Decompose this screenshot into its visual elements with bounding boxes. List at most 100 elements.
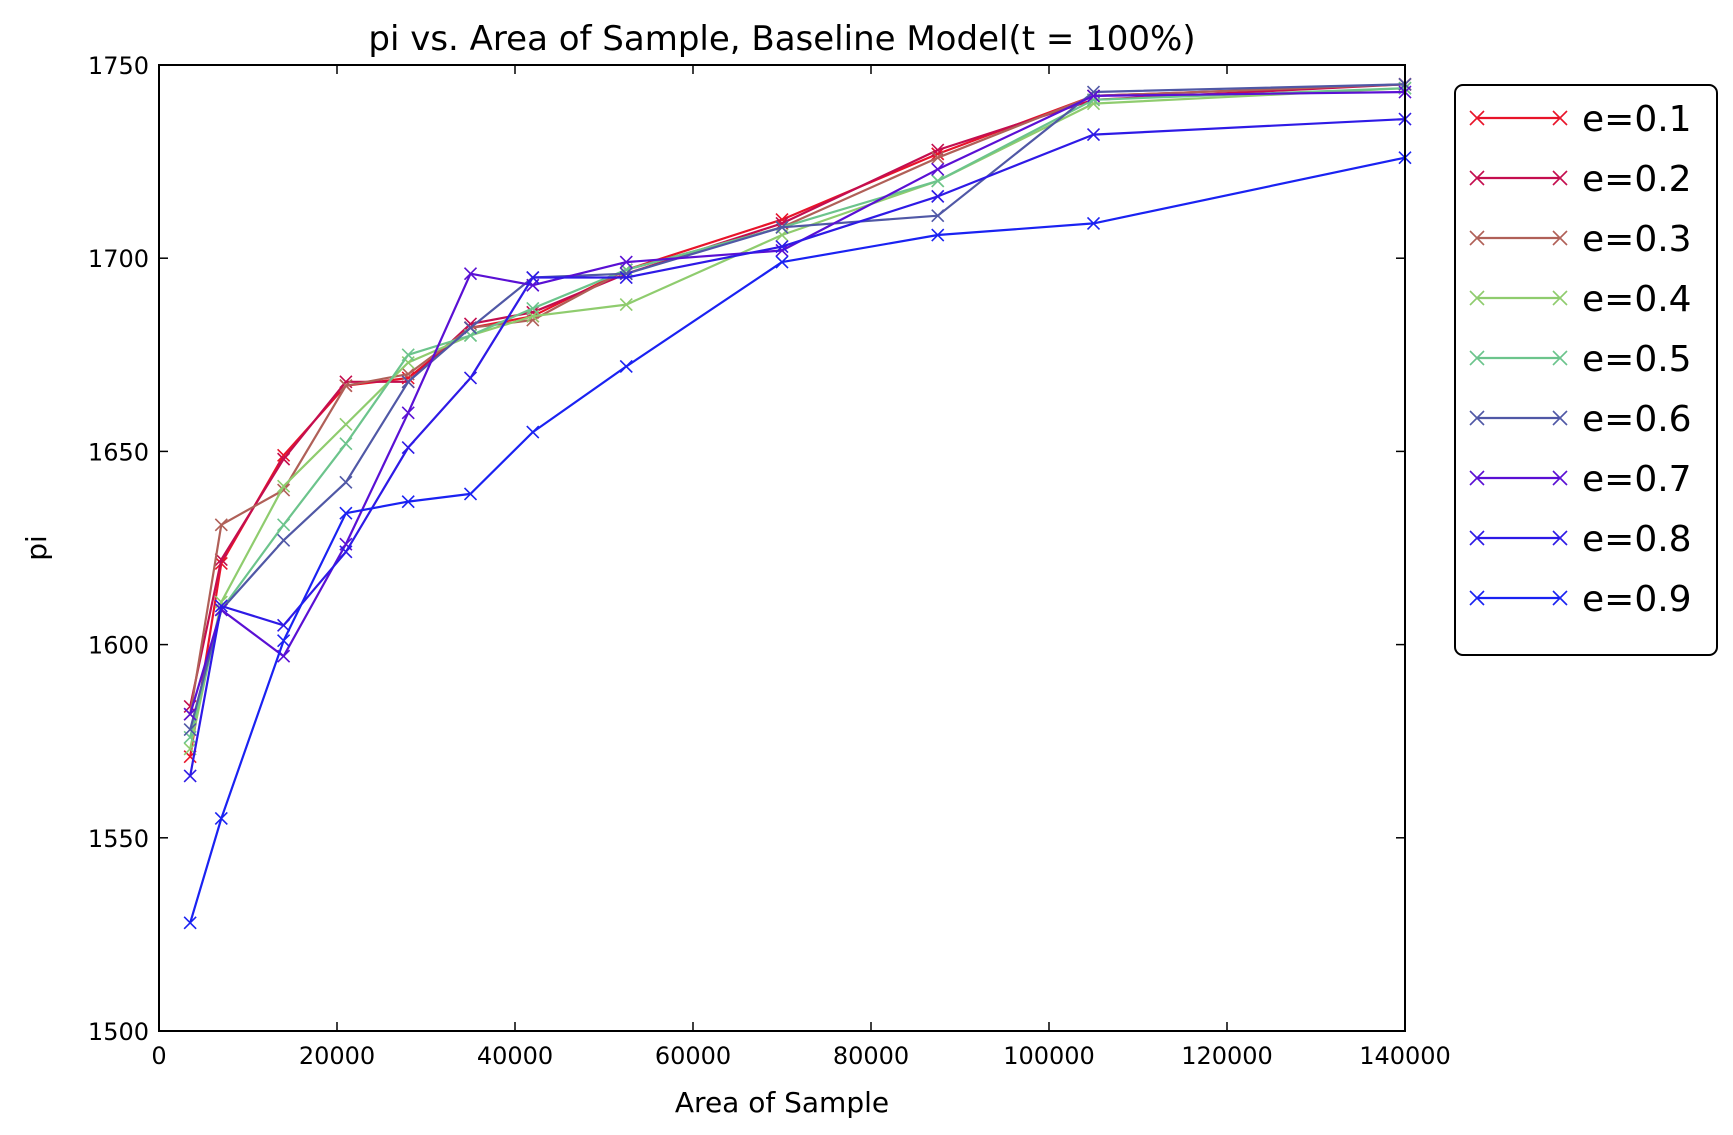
y-tick-label: 1650 [88, 438, 149, 466]
data-point-marker [619, 359, 633, 373]
legend-item: e=0.4 [1469, 279, 1692, 320]
series-line [189, 83, 1406, 715]
data-point-marker [183, 916, 197, 930]
series-e-0-8 [183, 112, 1412, 783]
data-point-marker [463, 487, 478, 501]
data-point-marker [214, 518, 228, 532]
series-e-0-9 [183, 151, 1412, 930]
data-point-marker [463, 321, 478, 335]
legend-item: e=0.6 [1469, 399, 1692, 440]
legend-marker [1552, 290, 1568, 306]
legend-label: e=0.8 [1582, 519, 1692, 560]
legend-marker [1552, 590, 1568, 606]
y-tick-label: 1750 [88, 52, 149, 80]
data-point-marker [277, 452, 291, 466]
legend-item: e=0.2 [1469, 159, 1692, 200]
legend-marker [1469, 230, 1485, 246]
data-point-marker [401, 440, 415, 455]
data-point-marker [277, 518, 291, 532]
data-point-marker [401, 348, 415, 362]
y-tick-label: 1500 [88, 1018, 149, 1046]
y-tick-label: 1700 [88, 245, 149, 273]
data-point-marker [526, 301, 540, 315]
legend-item: e=0.7 [1469, 459, 1692, 500]
legend-marker [1552, 170, 1568, 186]
data-point-marker [401, 375, 415, 389]
series-line [189, 156, 1406, 924]
x-tick-label: 100000 [1003, 1042, 1095, 1070]
y-tick-label: 1600 [88, 632, 149, 660]
legend-marker [1469, 590, 1485, 606]
data-point-marker [277, 479, 291, 493]
series-line [189, 83, 1406, 707]
data-point-marker [339, 437, 353, 451]
legend: e=0.1 e=0.2 e=0.3 e=0.4 e=0.5 e=0.6 e=0.7 e=0.8… [1454, 84, 1718, 656]
data-point-marker [339, 379, 353, 393]
legend-marker [1469, 290, 1485, 306]
legend-label: e=0.1 [1582, 99, 1692, 140]
chart-title: pi vs. Area of Sample, Baseline Model(t … [368, 19, 1195, 59]
data-point-marker [339, 417, 353, 431]
legend-label: e=0.3 [1582, 219, 1692, 260]
legend-marker [1469, 170, 1485, 186]
x-axis-title: Area of Sample [675, 1086, 889, 1119]
legend-marker [1552, 410, 1568, 426]
legend-marker [1469, 470, 1485, 486]
data-point-marker [339, 475, 353, 489]
legend-marker [1552, 230, 1568, 246]
series-line [189, 90, 1406, 715]
data-point-marker [401, 406, 415, 420]
data-point-marker [1086, 89, 1101, 103]
legend-marker [1469, 530, 1485, 546]
data-point-marker [619, 298, 633, 312]
x-tick-label: 80000 [833, 1042, 909, 1070]
series-line [189, 87, 1406, 738]
data-point-marker [1086, 216, 1101, 230]
legend-item: e=0.3 [1469, 219, 1692, 260]
legend-label: e=0.6 [1582, 399, 1692, 440]
legend-label: e=0.4 [1582, 279, 1692, 320]
plot-frame [158, 64, 1406, 1032]
data-point-marker [401, 495, 415, 509]
data-point-marker [463, 371, 478, 385]
data-point-marker [931, 162, 945, 176]
legend-marker [1552, 530, 1568, 546]
data-point-marker [526, 425, 540, 439]
legend-label: e=0.5 [1582, 339, 1692, 380]
legend-item: e=0.9 [1469, 579, 1692, 620]
axes-ticks: 0 20000 40000 60000 80000 100000 120000 140000 1… [88, 52, 1451, 1070]
data-point-marker [183, 769, 197, 783]
x-tick-label: 140000 [1359, 1042, 1451, 1070]
plot-area [183, 77, 1412, 930]
data-point-marker [277, 448, 291, 462]
data-point-marker [1086, 127, 1101, 142]
data-point-marker [931, 174, 945, 188]
legend-item: e=0.8 [1469, 519, 1692, 560]
data-point-marker [775, 240, 789, 254]
data-point-marker [775, 255, 789, 269]
x-tick-label: 120000 [1181, 1042, 1273, 1070]
legend-label: e=0.9 [1582, 579, 1692, 620]
data-point-marker [183, 723, 197, 737]
data-point-marker [775, 220, 789, 234]
legend-marker [1552, 470, 1568, 486]
legend-box [1454, 84, 1718, 656]
x-tick-label: 0 [151, 1042, 166, 1070]
x-tick-label: 40000 [477, 1042, 553, 1070]
legend-marker [1469, 110, 1485, 126]
legend-marker [1552, 110, 1568, 126]
data-point-marker [277, 634, 291, 648]
legend-marker [1552, 350, 1568, 366]
legend-item: e=0.1 [1469, 99, 1692, 140]
data-point-marker [931, 228, 945, 242]
x-tick-label: 60000 [655, 1042, 731, 1070]
data-point-marker [277, 533, 291, 547]
series-line [189, 118, 1406, 777]
data-point-marker [619, 255, 633, 269]
data-point-marker [339, 545, 353, 559]
data-point-marker [619, 270, 633, 285]
legend-item: e=0.5 [1469, 339, 1692, 380]
data-point-marker [277, 618, 291, 632]
data-point-marker [931, 189, 945, 203]
